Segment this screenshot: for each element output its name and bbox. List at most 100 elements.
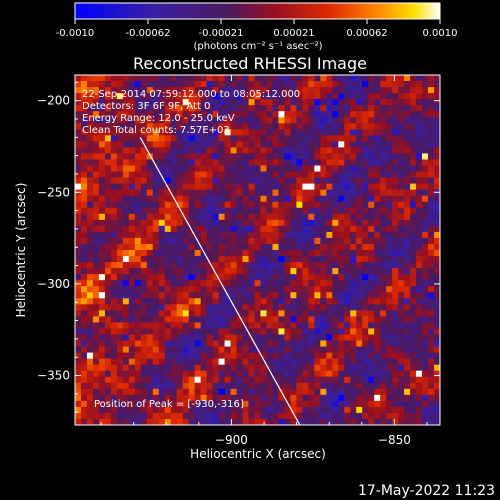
heatmap-cell — [368, 262, 375, 269]
heatmap-cell — [110, 340, 118, 347]
heatmap-cell — [230, 231, 237, 239]
heatmap-cell — [410, 262, 417, 269]
heatmap-cell — [410, 328, 417, 335]
heatmap-cell — [260, 406, 267, 414]
heatmap-cell — [260, 310, 267, 317]
heatmap-cell — [230, 292, 237, 299]
heatmap-cell — [344, 316, 351, 323]
heatmap-cell — [398, 376, 405, 384]
heatmap-cell — [278, 334, 285, 341]
heatmap-cell — [356, 352, 363, 360]
heatmap-cell — [140, 406, 148, 414]
heatmap-cell — [92, 171, 100, 178]
heatmap-cell — [272, 304, 279, 311]
heatmap-cell — [80, 177, 88, 185]
heatmap-cell — [368, 274, 375, 281]
heatmap-cell — [260, 99, 267, 106]
heatmap-cell — [212, 334, 219, 341]
heatmap-cell — [428, 304, 435, 311]
heatmap-cell — [284, 286, 291, 293]
heatmap-cell — [344, 418, 351, 425]
heatmap-cell — [314, 93, 321, 100]
heatmap-cell — [140, 111, 148, 118]
heatmap-cell — [212, 165, 219, 172]
heatmap-cell — [290, 177, 297, 185]
heatmap-cell — [248, 117, 255, 124]
heatmap-cell — [338, 135, 345, 142]
heatmap-cell — [368, 352, 375, 360]
heatmap-cell — [242, 394, 249, 402]
heatmap-cell — [230, 250, 237, 257]
heatmap-cell — [92, 394, 100, 402]
heatmap-cell — [218, 189, 225, 197]
heatmap-cell — [182, 135, 190, 142]
heatmap-cell — [86, 370, 94, 378]
heatmap-cell — [182, 189, 190, 197]
heatmap-cell — [122, 165, 130, 172]
heatmap-cell — [326, 111, 333, 118]
heatmap-cell — [104, 81, 112, 88]
heatmap-cell — [98, 171, 106, 178]
heatmap-cell — [278, 400, 285, 408]
heatmap-cell — [386, 382, 393, 390]
heatmap-cell — [260, 135, 267, 142]
heatmap-cell — [314, 406, 321, 414]
heatmap-cell — [164, 280, 172, 287]
heatmap-cell — [104, 231, 112, 239]
heatmap-cell — [410, 159, 417, 166]
heatmap-cell — [116, 231, 124, 239]
heatmap-cell — [356, 292, 363, 299]
heatmap-cell — [356, 286, 363, 293]
heatmap-cell — [104, 370, 112, 378]
heatmap-cell — [254, 364, 261, 372]
heatmap-cell — [302, 358, 309, 366]
heatmap-cell — [416, 105, 423, 112]
heatmap-cell — [422, 99, 429, 106]
heatmap-cell — [308, 400, 315, 408]
heatmap-cell — [212, 328, 219, 335]
heatmap-cell — [206, 328, 214, 335]
heatmap-cell — [152, 382, 160, 390]
heatmap-cell — [272, 243, 279, 251]
heatmap-cell — [236, 201, 243, 209]
heatmap-cell — [224, 159, 231, 166]
heatmap-cell — [86, 177, 94, 185]
heatmap-cell — [398, 147, 405, 154]
heatmap-cell — [140, 225, 148, 233]
heatmap-cell — [404, 177, 411, 185]
heatmap-cell — [75, 201, 82, 209]
heatmap-cell — [278, 213, 285, 221]
heatmap-cell — [404, 292, 411, 299]
heatmap-cell — [260, 87, 267, 94]
heatmap-cell — [422, 165, 429, 172]
heatmap-cell — [260, 286, 267, 293]
heatmap-cell — [170, 370, 178, 378]
heatmap-cell — [212, 189, 219, 197]
heatmap-cell — [434, 268, 440, 275]
heatmap-cell — [182, 250, 190, 257]
heatmap-cell — [134, 346, 142, 353]
heatmap-cell — [398, 129, 405, 136]
heatmap-cell — [326, 135, 333, 142]
heatmap-cell — [212, 183, 219, 191]
heatmap-cell — [338, 340, 345, 347]
heatmap-cell — [434, 75, 440, 82]
heatmap-cell — [254, 400, 261, 408]
heatmap-cell — [188, 165, 196, 172]
heatmap-cell — [212, 123, 219, 130]
heatmap-cell — [422, 201, 429, 209]
heatmap-cell — [332, 280, 339, 287]
heatmap-cell — [350, 231, 357, 239]
heatmap-cell — [230, 87, 237, 94]
heatmap-cell — [296, 243, 303, 251]
heatmap-cell — [410, 87, 417, 94]
heatmap-cell — [368, 316, 375, 323]
heatmap-cell — [116, 370, 124, 378]
heatmap-cell — [75, 316, 82, 323]
heatmap-cell — [140, 99, 148, 106]
heatmap-cell — [80, 418, 88, 425]
heatmap-cell — [428, 298, 435, 305]
heatmap-cell — [350, 147, 357, 154]
heatmap-cell — [308, 286, 315, 293]
heatmap-cell — [128, 189, 136, 197]
